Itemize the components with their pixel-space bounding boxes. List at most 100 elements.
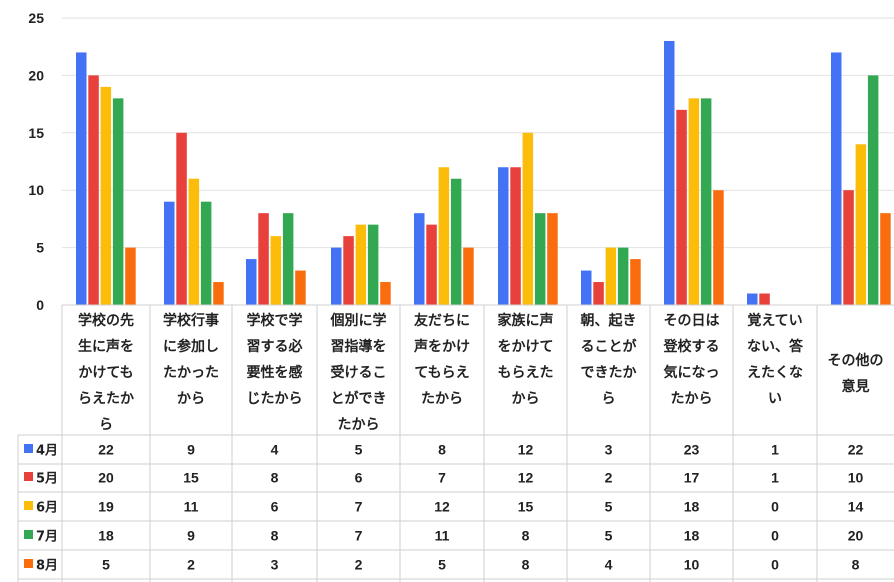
bar [176, 132, 187, 305]
table-cell-value: 15 [183, 470, 199, 486]
table-cell-value: 8 [438, 442, 446, 458]
bar [759, 293, 770, 305]
table-cell-value: 8 [522, 528, 530, 544]
bar [880, 213, 891, 305]
bar [438, 167, 450, 305]
bar [713, 190, 724, 305]
bar [498, 167, 509, 305]
table-cell-value: 18 [684, 528, 700, 544]
category-label: 家族に声 [498, 312, 554, 329]
table-cell-value: 3 [605, 442, 613, 458]
y-tick-label: 5 [36, 240, 44, 256]
table-cell-value: 12 [434, 499, 450, 515]
bar [88, 75, 99, 306]
table-cell-value: 2 [605, 470, 613, 486]
bar [282, 213, 294, 305]
category-label: 覚えてい [747, 312, 802, 329]
bar [547, 213, 558, 305]
table-cell-value: 9 [187, 442, 195, 458]
table-cell-value: 8 [271, 470, 279, 486]
category-label: らえたか [78, 391, 134, 407]
bar [664, 40, 675, 306]
series-row-label: 8月 [36, 559, 58, 574]
category-label: 要性を感 [247, 364, 303, 381]
category-label: えたくな [747, 365, 803, 381]
table-cell-value: 4 [605, 557, 613, 573]
bar [426, 224, 437, 305]
bar [463, 247, 474, 305]
category-label: ない、答 [747, 338, 804, 355]
table-cell-value: 23 [684, 442, 700, 458]
category-label: 習指導を [331, 338, 387, 355]
category-label: その他の [828, 352, 884, 369]
table-cell-value: 5 [438, 557, 446, 573]
bar [450, 178, 462, 305]
category-label: 友だちに [414, 312, 470, 329]
bar [855, 144, 867, 305]
table-cell-value: 11 [184, 499, 199, 515]
table-cell-value: 20 [98, 470, 114, 486]
category-label: 朝、起き [581, 312, 637, 329]
category-label: 学校で学 [247, 312, 303, 329]
category-label: ら [99, 417, 113, 433]
category-label: い [768, 391, 782, 407]
category-label: 受けるこ [331, 364, 387, 381]
table-cell-value: 3 [271, 557, 279, 573]
series-row-label: 7月 [36, 530, 58, 545]
y-tick-label: 10 [28, 182, 44, 198]
table-cell-value: 5 [605, 528, 613, 544]
table-cell-value: 7 [355, 528, 363, 544]
table-cell-value: 1 [771, 442, 779, 458]
table-cell-value: 22 [848, 442, 864, 458]
table-cell-value: 8 [522, 557, 530, 573]
bar [522, 132, 534, 305]
category-label: 登校する [663, 338, 720, 355]
table-cell-value: 5 [605, 499, 613, 515]
category-label: もらえた [498, 365, 554, 381]
bar [246, 259, 257, 305]
y-axis-ticks: 0 5 10 15 20 25 [28, 10, 44, 313]
table-cell-value: 11 [435, 528, 450, 544]
bar [258, 213, 269, 305]
table-cell-value: 15 [518, 499, 534, 515]
y-tick-label: 25 [28, 10, 44, 26]
bar [414, 213, 425, 305]
category-label: じたから [247, 391, 303, 407]
series-row-label: 4月 [36, 444, 58, 459]
table-cell-value: 8 [271, 528, 279, 544]
table-cell-value: 4 [271, 442, 279, 458]
data-table: 学校の先生に声をかけてもらえたから学校行事に参加したかったから学校で学習する必要… [17, 304, 894, 582]
bar [867, 75, 879, 306]
bar [188, 178, 200, 305]
category-label: 学校の先 [78, 312, 134, 329]
category-label: ることが [581, 338, 638, 355]
table-cell-value: 19 [98, 499, 114, 515]
bars [76, 40, 891, 306]
bar [164, 201, 175, 305]
table-cell-value: 17 [684, 470, 700, 486]
bar [331, 247, 342, 305]
category-label: 声をかけ [413, 338, 470, 355]
table-cell-value: 22 [98, 442, 114, 458]
series-row-label: 6月 [36, 501, 58, 516]
bar [380, 282, 391, 305]
bar [581, 270, 592, 305]
y-tick-label: 20 [28, 67, 44, 83]
bar [617, 247, 629, 305]
table-cell-value: 18 [98, 528, 114, 544]
bar [200, 201, 212, 305]
bar [843, 190, 854, 305]
table-cell-value: 14 [848, 499, 864, 515]
category-label: たから [421, 391, 463, 407]
legend-swatch [24, 472, 33, 481]
series-row-label: 5月 [36, 472, 58, 487]
table-cell-value: 20 [848, 528, 864, 544]
category-label: をかけて [498, 339, 554, 355]
category-label: 生に声を [78, 338, 134, 355]
bar [367, 224, 379, 305]
table-cell-value: 8 [852, 557, 860, 573]
table-cell-value: 1 [771, 470, 779, 486]
category-label: てもらえ [414, 365, 469, 381]
table-cell-value: 18 [684, 499, 700, 515]
